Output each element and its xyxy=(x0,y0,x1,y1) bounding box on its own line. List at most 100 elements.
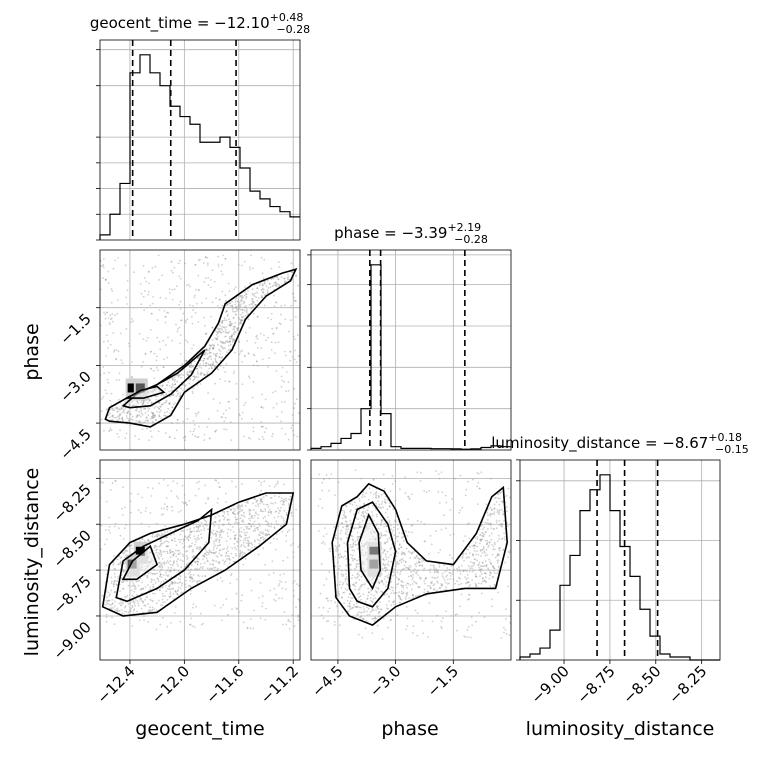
sample-point xyxy=(493,513,495,516)
sample-point xyxy=(232,560,235,563)
sample-point xyxy=(349,523,352,526)
sample-point xyxy=(238,340,241,343)
pair-plot-area xyxy=(95,254,300,442)
sample-point xyxy=(165,571,167,574)
sample-point xyxy=(375,590,378,593)
sample-point xyxy=(171,383,174,385)
sample-point xyxy=(117,418,119,421)
sample-point xyxy=(269,589,272,592)
sample-point xyxy=(188,546,190,549)
sample-point xyxy=(238,303,240,306)
sample-point xyxy=(466,523,469,526)
sample-point xyxy=(109,314,111,317)
sample-point xyxy=(249,268,252,271)
sample-point xyxy=(207,392,210,395)
sample-point xyxy=(217,567,219,570)
sample-point xyxy=(258,533,260,536)
sample-point xyxy=(95,439,97,441)
sample-point xyxy=(445,588,448,591)
sample-point xyxy=(218,541,221,544)
sample-point xyxy=(289,620,292,623)
sample-point xyxy=(158,565,160,568)
sample-point xyxy=(294,316,297,318)
sample-point xyxy=(150,578,153,580)
sample-point xyxy=(199,383,202,385)
sample-point xyxy=(261,284,264,287)
sample-point xyxy=(387,607,390,610)
sample-point xyxy=(157,580,160,582)
sample-point xyxy=(507,585,509,588)
sample-point xyxy=(240,536,243,538)
sample-point xyxy=(279,510,281,512)
sample-point xyxy=(100,410,103,413)
sample-point xyxy=(147,572,150,575)
sample-point xyxy=(118,414,121,416)
sample-point xyxy=(371,601,374,604)
sample-point xyxy=(342,591,345,594)
sample-point xyxy=(235,314,238,316)
contour-level-3 xyxy=(358,512,382,591)
sample-point xyxy=(114,407,117,409)
sample-point xyxy=(231,305,234,307)
contour-level-3 xyxy=(124,385,166,399)
sample-point xyxy=(253,520,256,523)
sample-point xyxy=(267,530,270,533)
sample-point xyxy=(483,565,486,567)
sample-point xyxy=(274,599,277,602)
sample-point xyxy=(498,513,500,515)
sample-point xyxy=(213,604,216,607)
sample-point xyxy=(115,416,117,419)
sample-point xyxy=(132,320,134,323)
sample-point xyxy=(177,262,180,265)
sample-point xyxy=(162,595,164,597)
title-lower-error: −0.28 xyxy=(276,23,310,36)
sample-point xyxy=(186,371,189,374)
sample-point xyxy=(128,413,131,415)
sample-point xyxy=(343,602,345,605)
sample-point xyxy=(165,401,168,403)
sample-point xyxy=(230,335,233,338)
sample-point xyxy=(495,496,497,499)
sample-point xyxy=(113,416,116,419)
sample-point xyxy=(356,539,359,541)
sample-point xyxy=(323,478,325,481)
sample-point xyxy=(493,583,496,586)
sample-point xyxy=(208,553,210,555)
sample-point xyxy=(193,535,196,538)
sample-point xyxy=(492,528,495,530)
sample-point xyxy=(158,340,161,343)
sample-point xyxy=(165,590,168,593)
sample-point xyxy=(95,544,97,546)
sample-point xyxy=(420,521,423,523)
sample-point xyxy=(512,537,514,539)
sample-point xyxy=(489,570,492,573)
sample-point xyxy=(150,401,153,404)
sample-point xyxy=(382,506,384,509)
sample-point xyxy=(190,370,193,373)
sample-point xyxy=(225,501,227,503)
sample-point xyxy=(328,547,331,550)
sample-point xyxy=(195,415,198,417)
sample-point xyxy=(114,605,116,608)
sample-point xyxy=(292,589,295,592)
sample-point xyxy=(161,604,164,606)
sample-point xyxy=(341,522,344,524)
sample-point xyxy=(424,576,427,579)
sample-point xyxy=(258,522,260,525)
sample-point xyxy=(412,576,414,579)
title-lower-error: −0.28 xyxy=(454,233,488,246)
sample-point xyxy=(386,563,389,565)
sample-point xyxy=(261,531,264,534)
sample-point xyxy=(216,513,219,515)
sample-point xyxy=(184,535,186,538)
sample-point xyxy=(277,585,280,587)
sample-point xyxy=(224,335,227,338)
sample-point xyxy=(166,598,169,601)
sample-point xyxy=(160,534,163,537)
sample-point xyxy=(191,433,194,436)
sample-point xyxy=(233,338,236,341)
sample-point xyxy=(212,548,215,551)
sample-point xyxy=(345,520,348,523)
sample-point xyxy=(156,572,158,575)
sample-point xyxy=(498,537,500,540)
